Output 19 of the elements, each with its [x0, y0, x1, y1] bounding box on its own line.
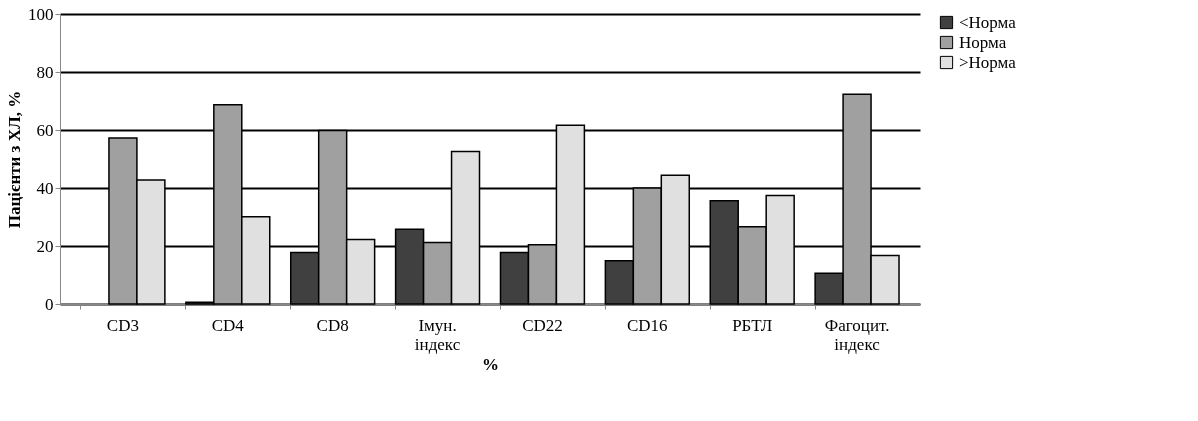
x-axis-title: % [482, 354, 499, 374]
x-tick-label: РБТЛ [732, 315, 773, 335]
y-axis-title: Пацієнти з ХЛ, % [5, 90, 24, 229]
y-tick-label: 0 [45, 294, 54, 314]
y-tick-label: 100 [28, 4, 54, 24]
x-tick-label: CD16 [627, 315, 668, 335]
x-tick-label: CD3 [106, 315, 139, 335]
x-tick-label: CD4 [211, 315, 245, 335]
y-tick-label: 80 [36, 62, 54, 82]
legend-label: >Норма [959, 52, 1017, 72]
y-tick-label: 40 [36, 178, 54, 198]
y-tick-label: 60 [36, 120, 54, 140]
x-tick-label: Імун. індекс [414, 315, 461, 354]
x-tick-label: CD22 [522, 315, 563, 335]
x-tick-label: CD8 [316, 315, 349, 335]
x-tick-label: Фагоцит. індекс [824, 315, 890, 354]
y-tick-label: 20 [36, 236, 54, 256]
legend-label: <Норма [959, 12, 1017, 32]
legend-label: Норма [959, 32, 1007, 52]
